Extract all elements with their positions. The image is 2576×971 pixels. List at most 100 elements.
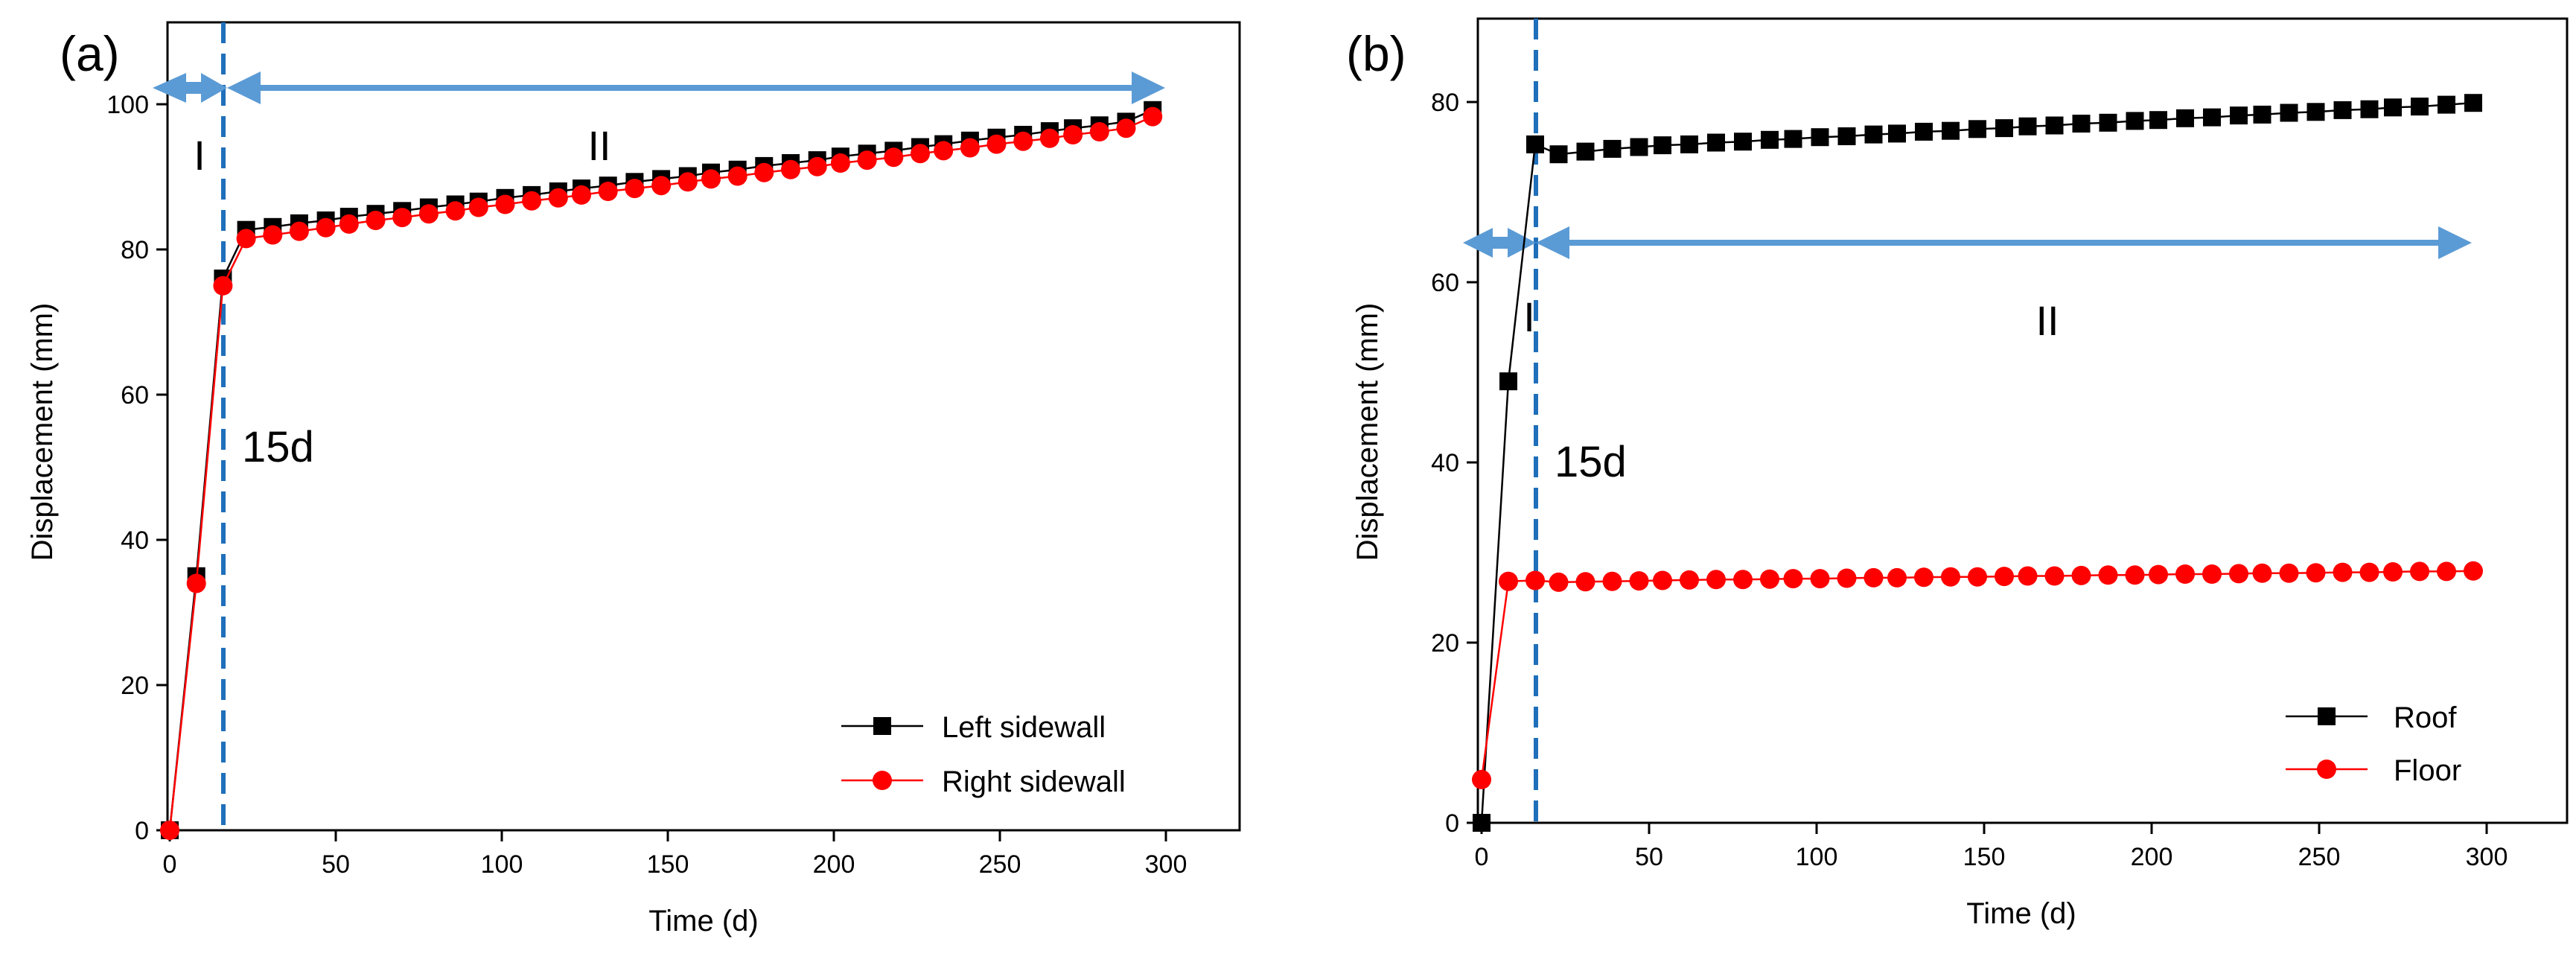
panel-b-y-tick-label: 40 <box>1431 449 1459 477</box>
panel-b-data-point-roof <box>1734 133 1752 151</box>
panel-b-x-ticks <box>1480 823 2488 834</box>
panel-a: (a) 0 50 100 150 200 250 300 <box>26 21 1241 937</box>
panel-a-data-point-right-sidewall <box>651 176 672 196</box>
panel-b-data-point-roof <box>2360 100 2379 118</box>
panel-b-plot-area <box>1472 94 2483 832</box>
panel-b-data-point-floor <box>1864 567 1884 588</box>
panel-a-x-ticks <box>168 830 1167 841</box>
panel-b-y-axis-label: Displacement (mm) <box>1351 303 1384 561</box>
panel-a-data-point-right-sidewall <box>830 153 850 173</box>
panel-b-data-point-floor <box>1995 567 2014 587</box>
panel-a-data-point-right-sidewall <box>857 150 877 171</box>
panel-b-y-tick-label: 20 <box>1431 629 1459 658</box>
panel-a-legend-label-left-sidewall: Left sidewall <box>942 711 1106 744</box>
panel-a-x-tick-labels: 0 50 100 150 200 250 300 <box>163 850 1187 879</box>
panel-a-stage2-arrow-right-head <box>1132 71 1165 104</box>
panel-b-data-point-floor <box>2359 562 2379 582</box>
panel-b-data-point-floor <box>2018 566 2038 586</box>
panel-b-data-point-roof <box>2306 103 2325 121</box>
panel-b-data-point-roof <box>1784 130 1802 148</box>
panel-b-stage2-arrow-right-head <box>2438 226 2472 259</box>
panel-b-data-point-roof <box>1630 138 1648 156</box>
panel-b-data-point-floor <box>1706 570 1726 590</box>
panel-a-data-point-right-sidewall <box>522 191 542 211</box>
panel-a-data-point-right-sidewall <box>263 225 283 245</box>
panel-a-x-tick-label: 200 <box>813 850 855 879</box>
panel-b-y-ticks <box>1467 101 1478 824</box>
panel-b-data-point-floor <box>1837 568 1857 588</box>
panel-a-data-point-right-sidewall <box>289 221 309 241</box>
panel-b-data-point-roof <box>2072 115 2091 133</box>
panel-a-stage1-label: I <box>194 132 205 179</box>
panel-b-data-point-roof <box>2333 101 2352 119</box>
panel-a-y-tick-label: 0 <box>135 817 149 845</box>
panel-b-data-point-roof <box>1915 122 1933 141</box>
panel-b-stage-arrows <box>1463 226 2472 259</box>
panel-b-data-point-floor <box>2279 563 2299 583</box>
panel-b-y-tick-label: 60 <box>1431 269 1459 297</box>
panel-b-data-point-roof <box>1499 372 1517 391</box>
panel-a-data-point-right-sidewall <box>186 573 206 593</box>
panel-a-data-point-right-sidewall <box>625 179 645 199</box>
panel-b-data-point-floor <box>1499 571 1518 591</box>
panel-a-data-point-right-sidewall <box>418 204 439 224</box>
panel-b-data-point-roof <box>1995 119 2013 138</box>
panel-b-data-point-floor <box>1760 569 1779 589</box>
panel-b-data-point-floor <box>2464 561 2483 581</box>
panel-a-x-tick-label: 50 <box>322 850 350 879</box>
panel-b-data-point-roof <box>2149 111 2167 130</box>
panel-b-legend-label-roof: Roof <box>2394 701 2457 734</box>
panel-b-data-point-roof <box>2176 109 2194 127</box>
panel-b-legend-marker-roof <box>2318 707 2336 725</box>
panel-b-data-point-roof <box>2203 108 2221 127</box>
panel-a-frame <box>166 21 1241 832</box>
panel-a-data-point-right-sidewall <box>781 159 800 179</box>
panel-a-stage2-label: II <box>587 122 610 169</box>
panel-b-stage1-arrow <box>1463 228 1536 258</box>
panel-b-x-tick-label: 200 <box>2131 843 2173 871</box>
panel-a-data-point-right-sidewall <box>727 166 747 186</box>
panel-b-data-point-floor <box>2202 564 2222 584</box>
panel-b-y-tick-label: 0 <box>1445 809 1459 838</box>
panel-b-x-tick-label: 300 <box>2466 843 2508 871</box>
panel-b-data-point-roof <box>2438 95 2455 114</box>
panel-a-y-tick-label: 20 <box>121 672 149 700</box>
panel-b-data-point-floor <box>1941 567 1960 587</box>
panel-b-x-tick-label: 150 <box>1963 843 2006 871</box>
panel-a-data-point-right-sidewall <box>445 201 465 221</box>
panel-b-data-point-roof <box>1576 142 1595 161</box>
panel-b-x-tick-labels: 0 50 100 150 200 250 300 <box>1475 843 2508 871</box>
panel-b-data-point-roof <box>1942 121 1960 140</box>
panel-b-stage2-label: II <box>2035 297 2059 344</box>
panel-b-data-point-floor <box>2175 564 2195 584</box>
panel-b-data-point-floor <box>1810 569 1830 589</box>
panel-b-data-point-roof <box>1549 145 1568 164</box>
panel-a-data-point-right-sidewall <box>678 172 698 192</box>
panel-b-data-point-floor <box>2252 563 2272 583</box>
panel-a-data-point-right-sidewall <box>495 194 515 214</box>
panel-b-data-point-roof <box>2384 98 2402 117</box>
panel-b-data-point-roof <box>1680 135 1698 153</box>
panel-b-y-tick-labels: 0 20 40 60 80 <box>1431 89 1459 838</box>
panel-a-y-tick-label: 40 <box>121 526 149 555</box>
panel-a-data-point-right-sidewall <box>236 229 256 249</box>
panel-b-data-point-floor <box>2071 565 2091 585</box>
panel-a-data-point-right-sidewall <box>160 821 179 840</box>
panel-b-series-line-floor <box>1480 570 2474 780</box>
panel-a-legend-marker-right-sidewall <box>873 771 892 790</box>
panel-a-data-point-right-sidewall <box>884 147 904 168</box>
panel-b-data-point-floor <box>1783 569 1803 589</box>
panel-a-data-point-right-sidewall <box>701 169 721 189</box>
panel-a-stage2-arrow-left-head <box>227 71 261 104</box>
panel-a-stage1-arrow <box>153 73 227 103</box>
panel-b-data-point-roof <box>2464 94 2482 112</box>
panel-b-data-point-roof <box>1811 128 1829 147</box>
panel-a-data-point-right-sidewall <box>548 188 568 208</box>
panel-b-data-point-roof <box>1761 130 1779 149</box>
panel-a-data-point-right-sidewall <box>339 214 359 234</box>
panel-a-x-tick-label: 300 <box>1145 850 1187 879</box>
panel-b-stage2-arrow-left-head <box>1536 226 1569 259</box>
panel-b-data-point-floor <box>1914 567 1933 588</box>
